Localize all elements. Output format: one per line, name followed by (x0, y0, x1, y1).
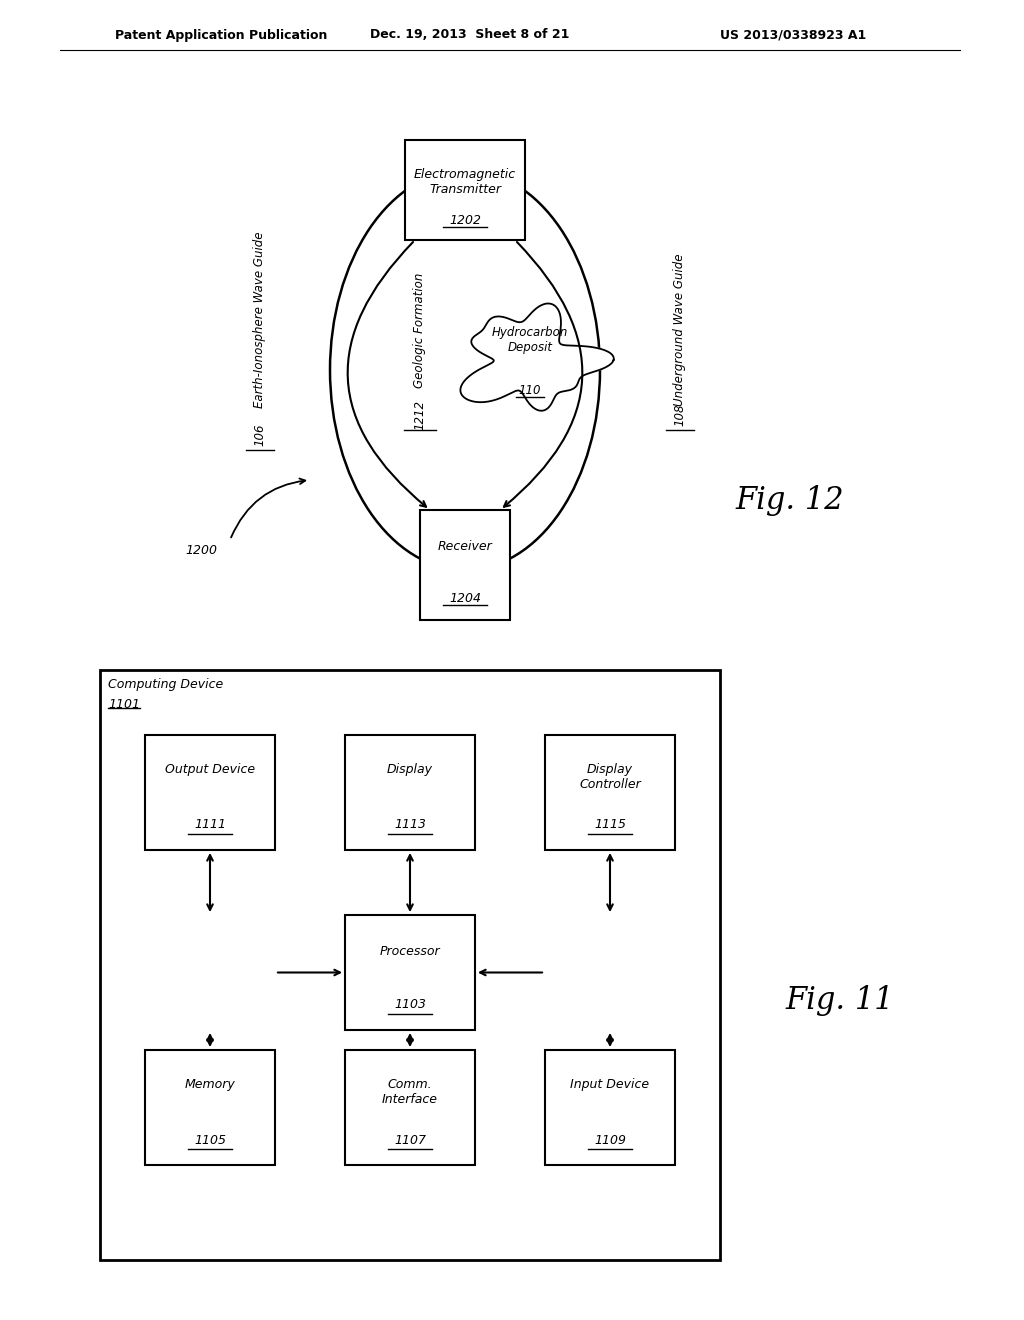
Text: Electromagnetic
Transmitter: Electromagnetic Transmitter (414, 168, 516, 195)
FancyBboxPatch shape (345, 1049, 475, 1166)
FancyBboxPatch shape (345, 915, 475, 1030)
FancyBboxPatch shape (406, 140, 525, 240)
Text: 1103: 1103 (394, 998, 426, 1011)
Text: 1101: 1101 (108, 698, 140, 711)
Text: Patent Application Publication: Patent Application Publication (115, 29, 328, 41)
Text: Receiver: Receiver (437, 540, 493, 553)
Text: 1113: 1113 (394, 818, 426, 832)
Text: 108: 108 (674, 404, 686, 426)
Text: Output Device: Output Device (165, 763, 255, 776)
Text: Display
Controller: Display Controller (580, 763, 641, 791)
FancyBboxPatch shape (545, 1049, 675, 1166)
Text: 106: 106 (254, 424, 266, 446)
Text: 1107: 1107 (394, 1134, 426, 1147)
Text: Input Device: Input Device (570, 1078, 649, 1092)
Text: Dec. 19, 2013  Sheet 8 of 21: Dec. 19, 2013 Sheet 8 of 21 (370, 29, 569, 41)
Text: Underground Wave Guide: Underground Wave Guide (674, 253, 686, 407)
FancyBboxPatch shape (420, 510, 510, 620)
Text: 1204: 1204 (449, 591, 481, 605)
Text: Earth-Ionosphere Wave Guide: Earth-Ionosphere Wave Guide (254, 232, 266, 408)
Text: 1111: 1111 (194, 818, 226, 832)
Text: Display: Display (387, 763, 433, 776)
Text: Geologic Formation: Geologic Formation (414, 272, 427, 388)
Polygon shape (461, 304, 613, 411)
Text: Memory: Memory (184, 1078, 236, 1092)
Text: 1109: 1109 (594, 1134, 626, 1147)
Text: 1200: 1200 (185, 544, 217, 557)
FancyBboxPatch shape (345, 735, 475, 850)
Text: 1105: 1105 (194, 1134, 226, 1147)
Text: Computing Device: Computing Device (108, 678, 223, 690)
Text: Fig. 11: Fig. 11 (785, 985, 894, 1015)
Text: Comm.
Interface: Comm. Interface (382, 1078, 438, 1106)
FancyBboxPatch shape (100, 671, 720, 1261)
Text: 110: 110 (519, 384, 542, 396)
Text: 1115: 1115 (594, 818, 626, 832)
Text: Fig. 12: Fig. 12 (735, 484, 845, 516)
FancyBboxPatch shape (145, 1049, 275, 1166)
FancyBboxPatch shape (145, 735, 275, 850)
Text: 1202: 1202 (449, 214, 481, 227)
FancyBboxPatch shape (545, 735, 675, 850)
Text: Hydrocarbon
Deposit: Hydrocarbon Deposit (492, 326, 568, 354)
Text: US 2013/0338923 A1: US 2013/0338923 A1 (720, 29, 866, 41)
Text: Processor: Processor (380, 945, 440, 958)
Text: 1212: 1212 (414, 400, 427, 430)
